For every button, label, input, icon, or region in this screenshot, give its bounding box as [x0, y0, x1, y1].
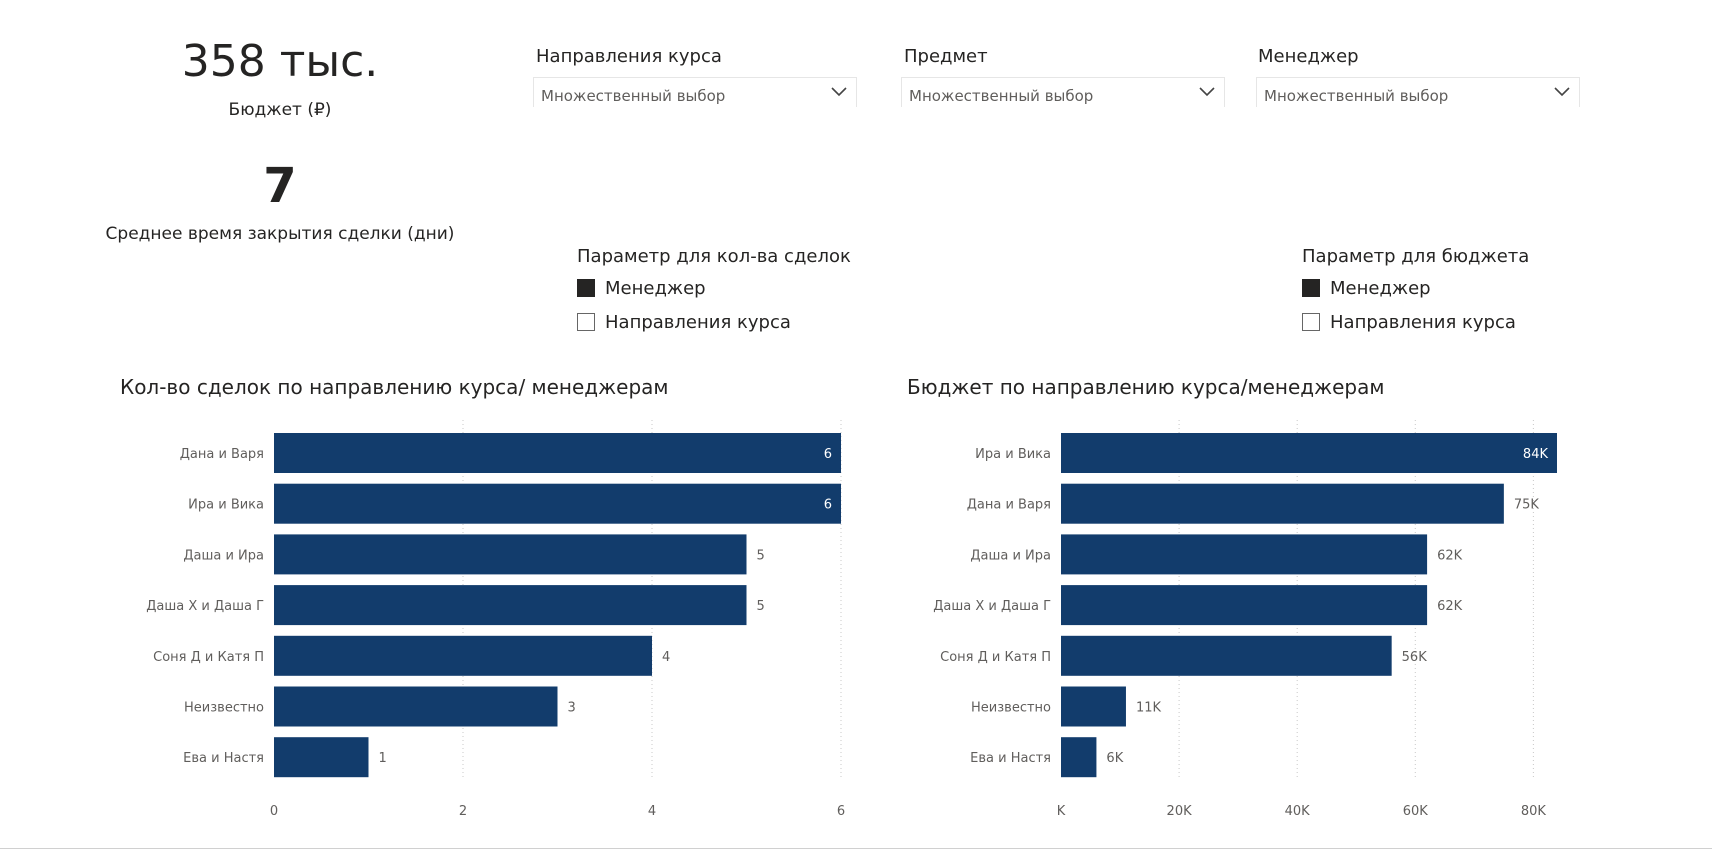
bar	[1061, 534, 1428, 575]
x-tick-label: 40K	[1285, 804, 1311, 819]
bar	[274, 585, 747, 626]
x-tick-label: 4	[648, 804, 656, 819]
category-label: Неизвестно	[971, 701, 1051, 716]
param-budget-title: Параметр для бюджета	[1302, 246, 1530, 267]
x-tick-label: 2	[459, 804, 467, 819]
checkbox-icon	[1302, 313, 1320, 331]
bar	[1061, 585, 1428, 626]
checkbox-icon	[1302, 279, 1320, 297]
x-tick-label: K	[1057, 804, 1066, 819]
slicer-value: Множественный выбор	[1264, 87, 1449, 105]
category-label: Ева и Настя	[183, 751, 264, 766]
slicer-title: Менеджер	[1258, 46, 1359, 67]
x-tick-label: 60K	[1403, 804, 1429, 819]
kpi-budget-value: 358 тыс.	[181, 36, 379, 87]
chart-deals-title: Кол-во сделок по направлению курса/ мене…	[120, 375, 669, 399]
chevron-down-icon	[831, 87, 847, 97]
data-label: 56K	[1402, 650, 1428, 665]
bar	[274, 534, 747, 575]
data-label: 3	[568, 701, 576, 716]
x-tick-label: 80K	[1521, 804, 1547, 819]
data-label: 11K	[1136, 701, 1162, 716]
option-label: Менеджер	[605, 278, 706, 299]
bar	[274, 686, 558, 727]
x-tick-label: 0	[270, 804, 278, 819]
checkbox-icon	[577, 313, 595, 331]
slicer-title: Направления курса	[536, 46, 722, 67]
category-label: Ира и Вика	[188, 498, 264, 513]
bar	[1061, 483, 1504, 524]
bar	[1061, 635, 1392, 676]
data-label: 84K	[1523, 447, 1549, 462]
slicer-title: Предмет	[904, 46, 988, 67]
checkbox-icon	[577, 279, 595, 297]
category-label: Ева и Настя	[970, 751, 1051, 766]
bar	[274, 737, 369, 778]
category-label: Ира и Вика	[975, 447, 1051, 462]
data-label: 75K	[1514, 498, 1540, 513]
data-label: 5	[757, 599, 765, 614]
data-label: 1	[379, 751, 387, 766]
option-label: Направления курса	[605, 312, 791, 333]
chevron-down-icon	[1554, 87, 1570, 97]
slicer-dropdown[interactable]: Множественный выбор	[901, 77, 1225, 107]
slicer-value: Множественный выбор	[909, 87, 1094, 105]
data-label: 5	[757, 548, 765, 563]
option-label: Менеджер	[1330, 278, 1431, 299]
x-tick-label: 20K	[1167, 804, 1193, 819]
bar	[274, 635, 652, 676]
data-label: 4	[662, 650, 670, 665]
kpi-budget-label: Бюджет (₽)	[228, 100, 332, 120]
x-tick-label: 6	[837, 804, 845, 819]
category-label: Соня Д и Катя П	[940, 650, 1051, 665]
chart-budget-plot: K 20K 40K 60K 80K Ира и Вика 84K Дана и Варя 75K…	[933, 420, 1557, 819]
kpi-avg-time-label: Среднее время закрытия сделки (дни)	[105, 224, 455, 244]
data-label: 6	[824, 447, 832, 462]
category-label: Дана и Варя	[967, 498, 1051, 513]
data-label: 6	[824, 498, 832, 513]
data-label: 6K	[1106, 751, 1123, 766]
page-bottom-border	[0, 848, 1712, 849]
slicer-dropdown[interactable]: Множественный выбор	[1256, 77, 1580, 107]
category-label: Соня Д и Катя П	[153, 650, 264, 665]
category-label: Даша Х и Даша Г	[146, 599, 264, 614]
bar	[1061, 686, 1126, 727]
bar	[274, 433, 841, 473]
bar	[274, 483, 841, 524]
chart-deals-plot: 0 2 4 6 Дана и Варя 6 Ира и Вика 6 Даша и Ира 5 Да…	[146, 420, 845, 819]
category-label: Даша и Ира	[970, 548, 1051, 563]
chevron-down-icon	[1199, 87, 1215, 97]
data-label: 62K	[1437, 599, 1463, 614]
category-label: Даша и Ира	[183, 548, 264, 563]
chart-budget-title: Бюджет по направлению курса/менеджерам	[907, 375, 1385, 399]
bar	[1061, 433, 1557, 473]
option-label: Направления курса	[1330, 312, 1516, 333]
category-label: Дана и Варя	[180, 447, 264, 462]
data-label: 62K	[1437, 548, 1463, 563]
slicer-value: Множественный выбор	[541, 87, 726, 105]
category-label: Даша Х и Даша Г	[933, 599, 1051, 614]
bar	[1061, 737, 1097, 778]
slicer-dropdown[interactable]: Множественный выбор	[533, 77, 857, 107]
param-deals-title: Параметр для кол-ва сделок	[577, 246, 851, 267]
kpi-avg-time-value: 7	[263, 158, 297, 214]
category-label: Неизвестно	[184, 701, 264, 716]
